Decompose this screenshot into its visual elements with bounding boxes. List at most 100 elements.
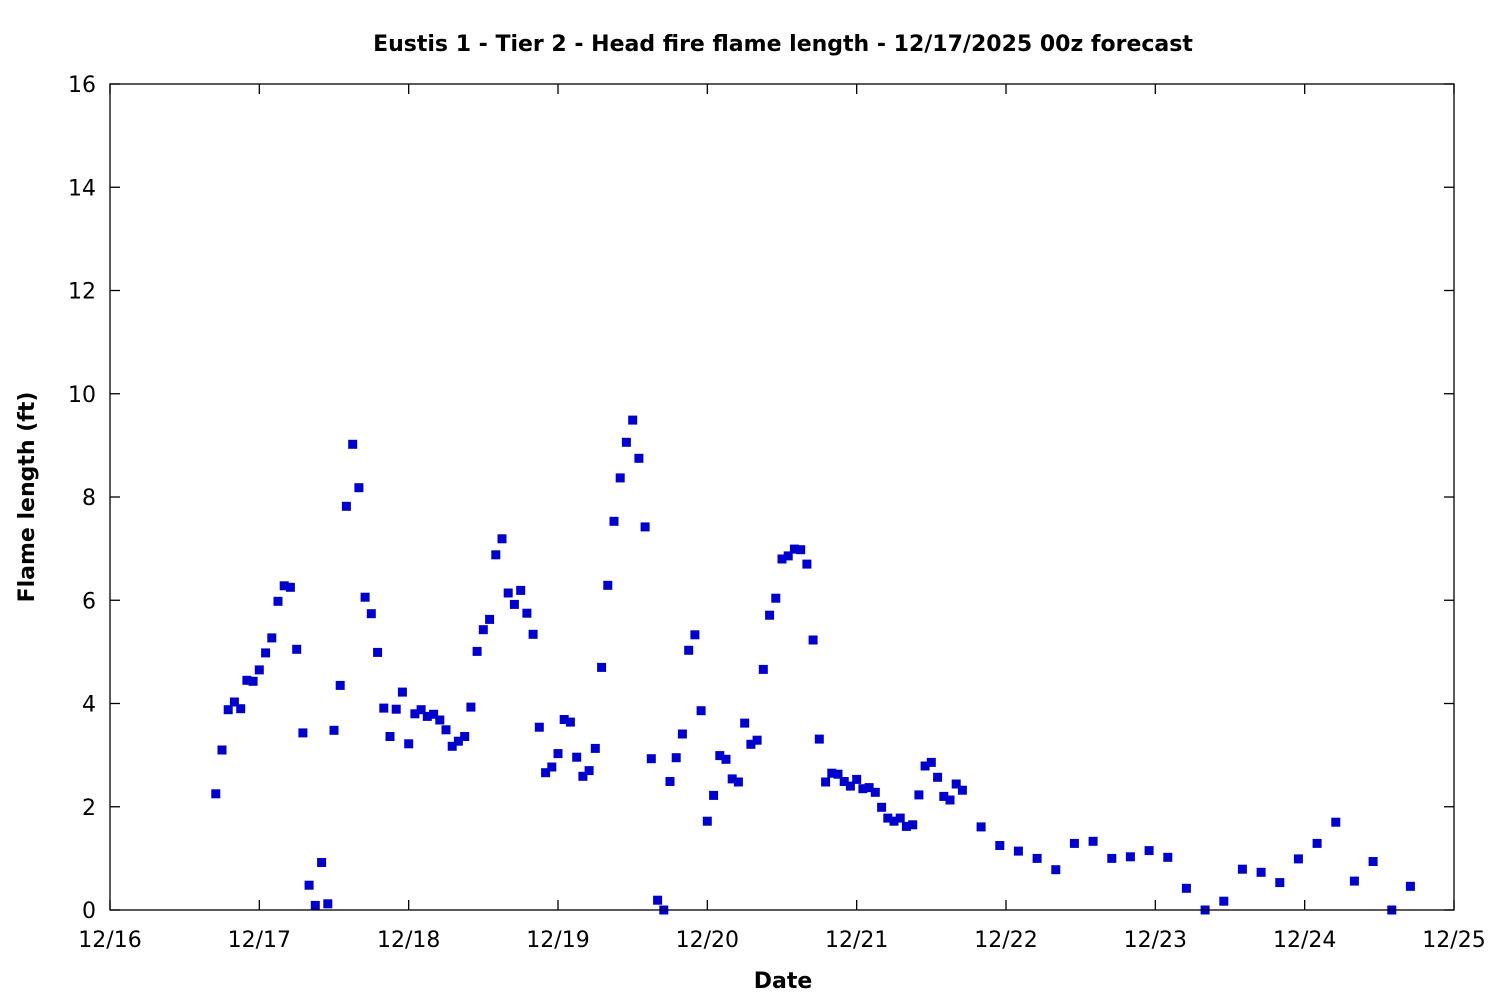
data-point (528, 629, 538, 639)
data-point (653, 895, 663, 905)
y-tick-label: 4 (82, 693, 96, 718)
data-point (366, 609, 376, 619)
data-point (821, 777, 831, 787)
data-point (845, 781, 855, 791)
data-point (1088, 836, 1098, 846)
data-point (472, 646, 482, 656)
data-point (578, 771, 588, 781)
data-point (229, 697, 239, 707)
data-point (621, 437, 631, 447)
data-point (939, 791, 949, 801)
data-point (640, 522, 650, 532)
data-point (285, 582, 295, 592)
data-point (1181, 883, 1191, 893)
data-point (503, 588, 513, 598)
data-point (509, 599, 519, 609)
data-point (466, 702, 476, 712)
data-point (740, 718, 750, 728)
data-point (603, 580, 613, 590)
data-point (615, 473, 625, 483)
data-point (360, 592, 370, 602)
data-point (1032, 853, 1042, 863)
y-tick-label: 16 (68, 73, 96, 98)
y-tick-label: 0 (82, 899, 96, 924)
data-point (1312, 838, 1322, 848)
x-tick-label: 12/20 (676, 928, 739, 953)
plot-frame (109, 83, 1455, 911)
y-tick-label: 14 (68, 176, 96, 201)
data-point (976, 822, 986, 832)
data-point (447, 741, 457, 751)
data-point (453, 736, 463, 746)
data-point (945, 795, 955, 805)
data-point (808, 635, 818, 645)
data-point (516, 585, 526, 595)
data-point (901, 821, 911, 831)
data-point (217, 745, 227, 755)
data-point (827, 768, 837, 778)
data-point (304, 880, 314, 890)
data-point (242, 675, 252, 685)
data-point (460, 732, 470, 741)
data-point (1237, 864, 1247, 874)
data-point (1368, 857, 1378, 866)
data-point (379, 703, 389, 713)
data-point (211, 789, 221, 799)
x-tick-label: 12/19 (526, 928, 589, 953)
data-point (1405, 881, 1415, 891)
data-point (497, 534, 507, 544)
data-point (677, 729, 687, 739)
data-point (410, 709, 420, 719)
data-point (541, 768, 551, 778)
y-tick-label: 2 (82, 796, 96, 821)
data-point (572, 752, 582, 762)
data-point (584, 766, 594, 776)
data-point (933, 772, 943, 782)
data-point (877, 802, 887, 812)
y-tick-label: 6 (82, 589, 96, 614)
data-point (422, 711, 432, 721)
data-point (802, 559, 812, 569)
data-point (236, 704, 246, 714)
data-point (758, 664, 768, 674)
data-point (1125, 852, 1135, 862)
data-point (317, 858, 327, 867)
x-axis-label: Date (754, 969, 813, 994)
data-point (1293, 854, 1303, 864)
data-point (391, 704, 401, 714)
data-point (1349, 876, 1359, 886)
x-tick-label: 12/24 (1273, 928, 1336, 953)
data-point (1144, 846, 1154, 856)
data-point (590, 743, 600, 753)
x-tick-label: 12/18 (377, 928, 440, 953)
data-point (310, 900, 320, 910)
data-point (491, 550, 501, 560)
data-point (777, 554, 787, 564)
data-point (1275, 878, 1285, 888)
data-point (323, 899, 333, 909)
data-point (709, 790, 719, 800)
data-point (957, 785, 967, 795)
data-point (1219, 896, 1229, 906)
data-point (1331, 817, 1341, 827)
x-tick-label: 12/23 (1124, 928, 1187, 953)
data-point (702, 816, 712, 826)
data-point (559, 715, 569, 724)
data-point (1107, 853, 1117, 863)
data-point (839, 777, 849, 786)
data-point (870, 787, 880, 797)
data-point (385, 732, 395, 741)
data-point (852, 774, 862, 784)
data-point (895, 813, 905, 823)
data-point (864, 783, 874, 793)
chart-title: Eustis 1 - Tier 2 - Head fire flame leng… (373, 32, 1193, 57)
data-point (814, 734, 824, 744)
y-tick-label: 12 (68, 280, 96, 305)
axis-ticks: 12/16 12/17 12/18 12/19 12/20 12/21 12/22 12/23… (68, 73, 1486, 953)
y-tick-label: 10 (68, 383, 96, 408)
data-point (715, 751, 725, 761)
data-point (273, 596, 283, 606)
data-point (926, 757, 936, 767)
data-point (833, 769, 843, 779)
